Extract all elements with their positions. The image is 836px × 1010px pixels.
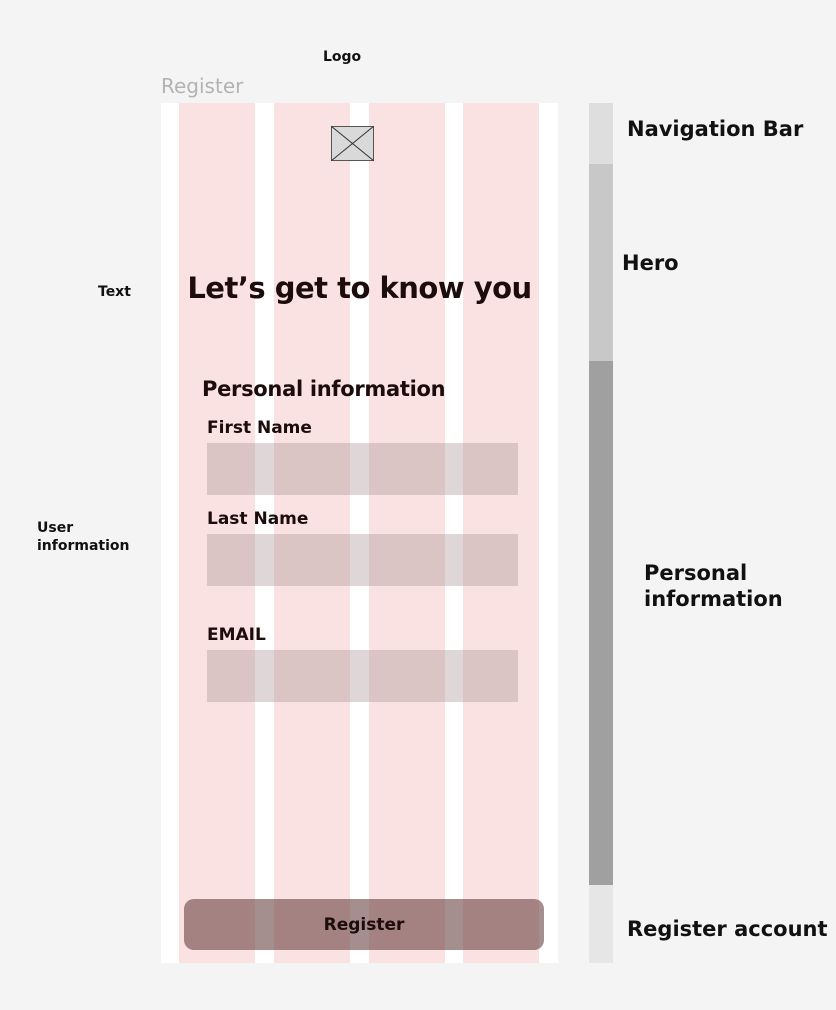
section-bar-navigation (589, 103, 613, 164)
personal-information-heading: Personal information (202, 377, 446, 401)
annotation-navigation-bar: Navigation Bar (627, 117, 804, 141)
email-label: EMAIL (207, 625, 266, 645)
logo-placeholder[interactable] (331, 126, 374, 161)
section-bar-hero (589, 164, 613, 361)
image-placeholder-icon (331, 126, 374, 161)
email-field[interactable] (207, 650, 518, 702)
first-name-label: First Name (207, 418, 312, 438)
section-bar-register-account (589, 885, 613, 963)
register-frame: Let’s get to know you Personal informati… (161, 103, 558, 963)
annotation-user-information: User information (37, 520, 130, 554)
annotation-hero: Hero (622, 251, 679, 275)
section-bar-personal-information (589, 361, 613, 885)
layout-grid-column (274, 103, 350, 963)
layout-grid-column (463, 103, 539, 963)
hero-title: Let’s get to know you (187, 271, 532, 305)
annotation-register-account: Register account (627, 917, 828, 941)
last-name-label: Last Name (207, 509, 309, 529)
first-name-field[interactable] (207, 443, 518, 495)
layout-grid-column (369, 103, 445, 963)
annotation-text: Text (98, 284, 131, 300)
layout-grid-column (179, 103, 255, 963)
last-name-field[interactable] (207, 534, 518, 586)
frame-title: Register (161, 74, 244, 98)
annotation-logo: Logo (323, 49, 362, 65)
annotation-personal-information: Personal information (644, 561, 783, 611)
register-button[interactable]: Register (184, 899, 544, 950)
